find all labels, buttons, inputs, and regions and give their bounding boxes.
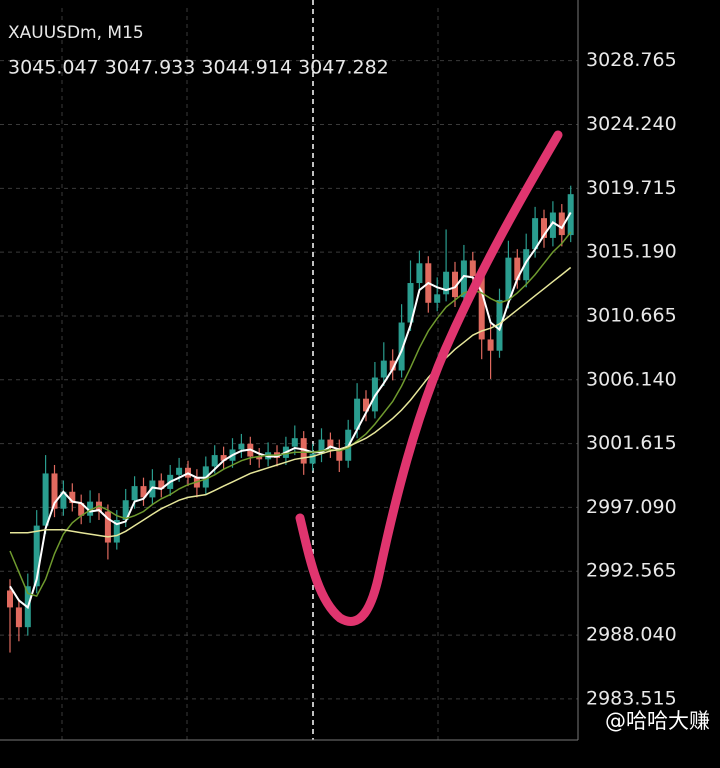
- y-tick-label: 3001.615: [586, 432, 677, 454]
- candle-body: [549, 212, 556, 238]
- ohlc-readout: 3045.047 3047.933 3044.914 3047.282: [8, 57, 389, 79]
- y-tick-label: 2992.565: [586, 560, 677, 582]
- candle-body: [176, 467, 183, 475]
- candle-body: [122, 500, 129, 520]
- candle-body: [300, 438, 307, 464]
- y-tick-label: 2997.090: [586, 496, 677, 518]
- candle-body: [211, 455, 218, 467]
- candle-body: [487, 339, 494, 351]
- candle-body: [496, 299, 503, 351]
- candle-body: [327, 439, 334, 449]
- hand-drawn-check: [295, 130, 563, 626]
- candle-body: [291, 438, 298, 447]
- candle-body: [131, 486, 138, 501]
- candle-body: [309, 453, 316, 464]
- candle-body: [354, 398, 361, 430]
- candle-body: [469, 260, 476, 276]
- candle-body: [69, 491, 76, 504]
- candle-body: [434, 294, 441, 303]
- candle-body: [87, 501, 94, 516]
- candle-body: [256, 456, 263, 460]
- y-tick-label: 3028.765: [586, 49, 677, 71]
- y-tick-label: 3015.190: [586, 241, 677, 263]
- moving-average-line: [10, 266, 572, 538]
- candle-body: [443, 271, 450, 295]
- candle-body: [60, 491, 67, 509]
- candle-body: [158, 480, 165, 489]
- candle-body: [113, 519, 120, 543]
- y-tick-label: 3010.665: [586, 304, 677, 326]
- candle-body: [523, 249, 530, 281]
- candle-body: [460, 260, 467, 298]
- candle-body: [7, 590, 13, 608]
- candle-body: [380, 360, 387, 378]
- candle-body: [78, 503, 85, 516]
- candle-body: [416, 263, 423, 284]
- y-tick-label: 3019.715: [586, 177, 677, 199]
- candle-body: [567, 194, 574, 236]
- candle-body: [15, 607, 22, 628]
- candle-body: [220, 455, 227, 461]
- candle-body: [398, 322, 405, 371]
- candle-body: [238, 443, 245, 450]
- candle-body: [140, 486, 147, 498]
- y-tick-label: 2983.515: [586, 687, 677, 709]
- candle-body: [51, 473, 58, 509]
- watermark: @哈哈大赚: [605, 709, 710, 733]
- y-tick-label: 2988.040: [586, 624, 677, 646]
- candle-body: [42, 473, 49, 526]
- candle-body: [558, 212, 565, 236]
- candle-body: [532, 218, 539, 250]
- candle-body: [505, 257, 512, 300]
- candle-body: [389, 360, 396, 371]
- y-tick-label: 3024.240: [586, 113, 677, 135]
- candle-body: [363, 398, 369, 412]
- symbol-title: XAUUSDm, M15: [8, 23, 144, 43]
- vertical-grid: [61, 8, 439, 740]
- candle-body: [478, 275, 485, 340]
- candle-body: [318, 439, 325, 454]
- candle-body: [407, 283, 414, 323]
- candle-body: [452, 271, 458, 298]
- candle-body: [541, 218, 547, 238]
- candle-body: [33, 525, 40, 587]
- candle-body: [104, 511, 111, 543]
- y-tick-label: 3006.140: [586, 368, 677, 390]
- candle-body: [514, 257, 521, 281]
- candle-body: [336, 448, 343, 461]
